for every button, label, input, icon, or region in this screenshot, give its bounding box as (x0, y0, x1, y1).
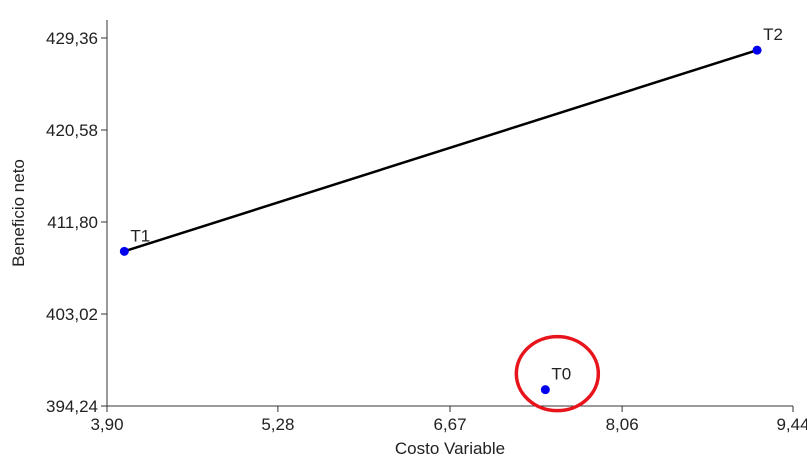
y-tick-label: 420,58 (46, 121, 98, 140)
points-group: T1 T2 T0 (119, 25, 783, 395)
y-tick-label: 403,02 (46, 305, 98, 324)
data-point-t2 (752, 45, 762, 55)
axes (106, 20, 793, 407)
efficiency-frontier-line (123, 48, 758, 253)
point-label-t2: T2 (763, 25, 783, 44)
x-tick-label: 5,28 (261, 415, 294, 434)
ticks: 3,90 5,28 6,67 8,06 9,44 394,24 403,02 411,80 42… (46, 29, 807, 434)
x-tick-label: 6,67 (433, 415, 466, 434)
x-tick-label: 9,44 (776, 415, 807, 434)
y-axis-title: Beneficio neto (9, 159, 28, 267)
point-label-t0: T0 (551, 365, 571, 384)
data-point-t0 (540, 385, 550, 395)
x-tick-label: 3,90 (90, 415, 123, 434)
highlight-circle (514, 334, 601, 413)
x-axis-title: Costo Variable (395, 439, 505, 458)
y-tick-label: 411,80 (47, 213, 98, 232)
frontier-line-group (123, 48, 758, 253)
point-label-t1: T1 (130, 226, 150, 245)
x-tick-label: 8,06 (606, 415, 639, 434)
y-tick-label: 394,24 (46, 397, 98, 416)
y-tick-label: 429,36 (46, 29, 98, 48)
highlight-group (514, 334, 601, 413)
data-point-t1 (119, 246, 129, 256)
